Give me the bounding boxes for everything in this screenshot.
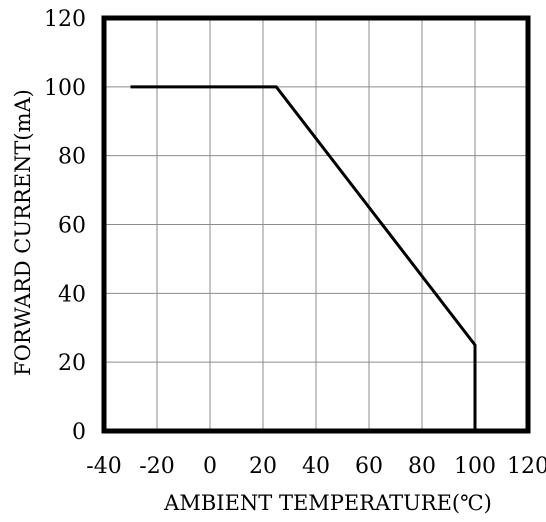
y-tick-label: 0 xyxy=(72,420,86,445)
x-tick-label: 60 xyxy=(355,454,383,479)
series-line xyxy=(130,85,477,431)
x-tick-label: 100 xyxy=(454,454,496,479)
y-tick-label: 40 xyxy=(58,282,86,307)
y-tick-labels: 0 20 40 60 80 100 120 xyxy=(44,7,86,445)
x-tick-label: 80 xyxy=(408,454,436,479)
x-tick-label: -40 xyxy=(86,454,121,479)
y-tick-label: 120 xyxy=(44,7,86,32)
y-tick-label: 100 xyxy=(44,76,86,101)
x-tick-label: 40 xyxy=(302,454,330,479)
y-axis-title: FORWARD CURRENT(mA) xyxy=(11,89,35,376)
series-layer xyxy=(130,85,477,431)
x-tick-label: 120 xyxy=(507,454,546,479)
plot-frame xyxy=(101,15,531,434)
y-tick-label: 80 xyxy=(58,145,86,170)
x-tick-label: -20 xyxy=(139,454,174,479)
x-tick-label: 0 xyxy=(203,454,217,479)
x-tick-label: 20 xyxy=(249,454,277,479)
y-tick-label: 60 xyxy=(58,214,86,239)
y-tick-label: 20 xyxy=(58,351,86,376)
x-axis-title: AMBIENT TEMPERATURE(℃) xyxy=(163,491,492,515)
x-tick-labels: -40 -20 0 20 40 60 80 100 120 xyxy=(86,454,546,479)
